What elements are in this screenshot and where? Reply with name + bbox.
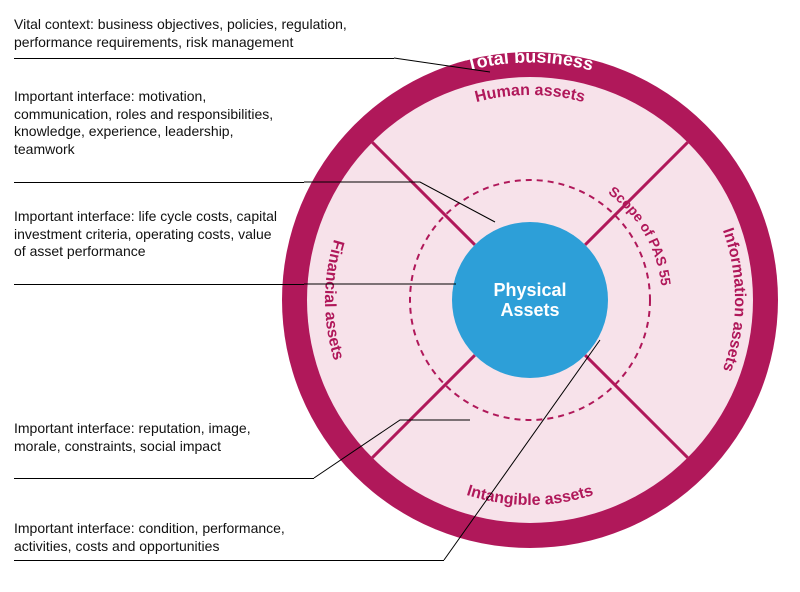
callout-intangible: Important interface: reputation, image, … bbox=[14, 420, 274, 455]
callout-financial: Important interface: life cycle costs, c… bbox=[14, 208, 284, 261]
callout-human-lead: Important interface bbox=[14, 88, 131, 104]
callout-financial-lead: Important interface bbox=[14, 208, 131, 224]
callout-human: Important interface: motivation, communi… bbox=[14, 88, 274, 158]
core-label: PhysicalAssets bbox=[493, 280, 566, 320]
callout-financial-rule bbox=[14, 284, 304, 285]
callout-information-lead: Important interface bbox=[14, 520, 131, 536]
callout-information-rule bbox=[14, 560, 444, 561]
diagram-canvas: PhysicalAssets Total business Human asse… bbox=[0, 0, 800, 592]
callout-total-rule bbox=[14, 58, 394, 59]
callout-total: Vital context: business objectives, poli… bbox=[14, 16, 374, 51]
callout-total-lead: Vital context bbox=[14, 16, 90, 32]
callout-information: Important interface: condition, performa… bbox=[14, 520, 334, 555]
callout-human-rule bbox=[14, 182, 304, 183]
callout-intangible-lead: Important interface bbox=[14, 420, 131, 436]
callout-intangible-rule bbox=[14, 478, 314, 479]
